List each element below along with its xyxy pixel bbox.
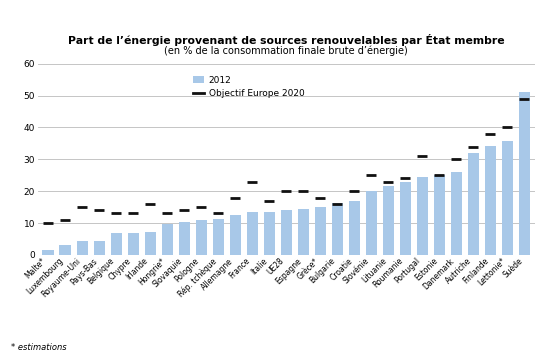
Bar <box>195 220 207 255</box>
Bar <box>179 222 190 255</box>
Bar <box>59 245 71 255</box>
Bar <box>127 233 139 255</box>
Bar <box>468 153 479 255</box>
Bar <box>434 175 445 255</box>
Bar <box>264 212 275 255</box>
Bar <box>485 145 496 255</box>
Bar <box>230 215 241 255</box>
Text: (en % de la consommation finale brute d’énergie): (en % de la consommation finale brute d’… <box>164 46 408 56</box>
Bar <box>519 92 530 255</box>
Title: Part de l’énergie provenant de sources renouvelables par État membre: Part de l’énergie provenant de sources r… <box>68 34 504 46</box>
Bar <box>366 190 377 255</box>
Bar <box>417 177 428 255</box>
Bar <box>383 186 394 255</box>
Bar <box>349 201 360 255</box>
Bar <box>43 250 53 255</box>
Legend: 2012, Objectif Europe 2020: 2012, Objectif Europe 2020 <box>191 74 306 100</box>
Bar <box>281 210 292 255</box>
Bar <box>400 182 411 255</box>
Bar <box>298 209 309 255</box>
Bar <box>332 203 343 255</box>
Bar <box>502 141 513 255</box>
Bar <box>77 241 87 255</box>
Bar <box>247 212 258 255</box>
Bar <box>93 241 105 255</box>
Bar <box>315 207 326 255</box>
Text: * estimations: * estimations <box>11 343 66 352</box>
Bar <box>451 172 462 255</box>
Bar <box>111 233 122 255</box>
Bar <box>213 219 224 255</box>
Bar <box>161 224 173 255</box>
Bar <box>145 232 156 255</box>
